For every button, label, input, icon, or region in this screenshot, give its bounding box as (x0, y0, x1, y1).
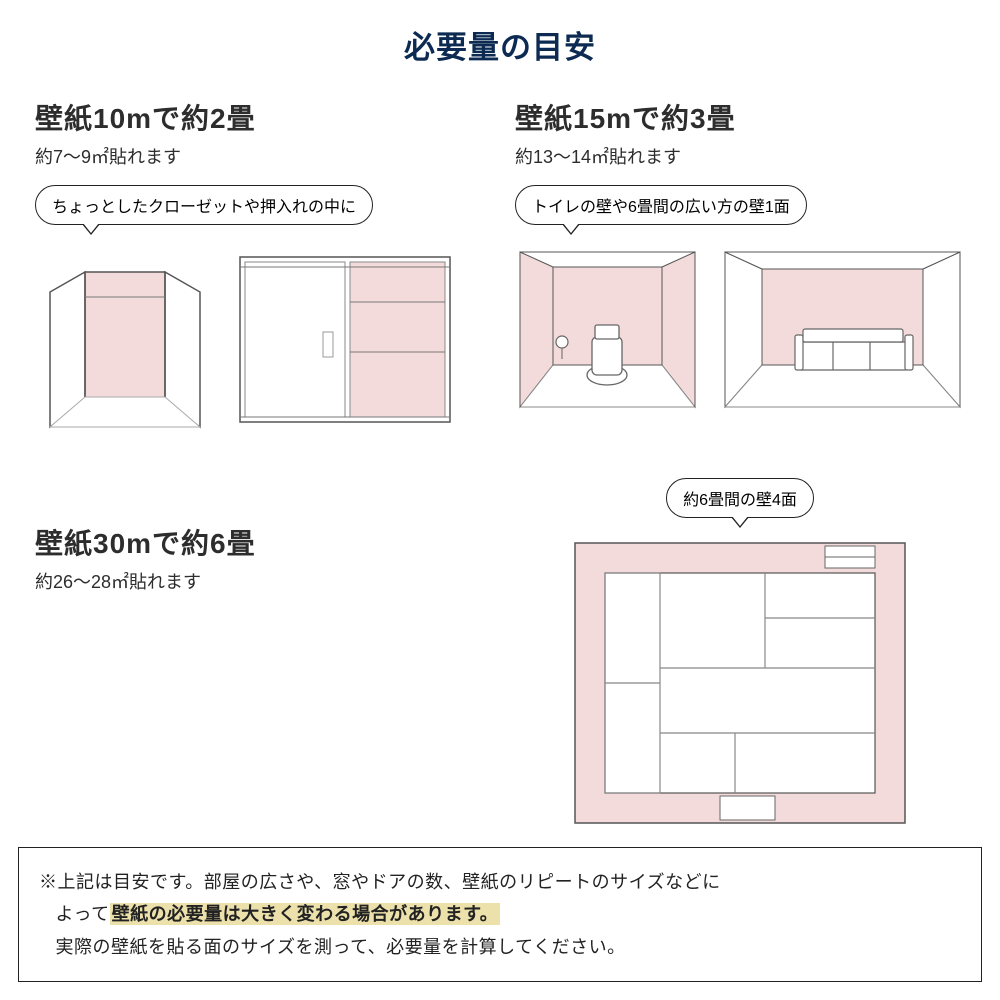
note-box: ※上記は目安です。部屋の広さや、窓やドアの数、壁紙のリピートのサイズなどに よっ… (18, 847, 982, 982)
note-line-1: ※上記は目安です。部屋の広さや、窓やドアの数、壁紙のリピートのサイズなどに (39, 866, 961, 898)
section-heading: 壁紙15mで約3畳 (515, 97, 965, 137)
illustration-row (515, 247, 965, 427)
speech-bubble: トイレの壁や6畳間の広い方の壁1面 (515, 185, 807, 225)
section-subtitle: 約7～9㎡貼れます (35, 143, 475, 169)
section-heading: 壁紙30mで約6畳 (35, 522, 475, 562)
closet-open-illustration (35, 252, 215, 432)
section-subtitle: 約13～14㎡貼れます (515, 143, 965, 169)
note-line-3-text: 実際の壁紙を貼る面のサイズを測って、必要量を計算してください。 (56, 937, 626, 957)
toilet-room-illustration (515, 247, 700, 427)
sections-grid: 壁紙10mで約2畳 約7～9㎡貼れます ちょっとしたクローゼットや押入れの中に (0, 67, 1000, 828)
speech-bubble: ちょっとしたクローゼットや押入れの中に (35, 185, 373, 225)
note-line-3: 実際の壁紙を貼る面のサイズを測って、必要量を計算してください。 (39, 931, 961, 963)
illustration-row (35, 247, 475, 432)
section-heading: 壁紙10mで約2畳 (35, 97, 475, 137)
note-line-2: よって壁紙の必要量は大きく変わる場合があります。 (39, 898, 961, 930)
section-10m: 壁紙10mで約2畳 約7～9㎡貼れます ちょっとしたクローゼットや押入れの中に (35, 97, 475, 432)
note-line-2-pre: よって (56, 904, 110, 924)
floorplan-block: 約6畳間の壁4面 (515, 462, 965, 828)
section-30m: 壁紙30mで約6畳 約26～28㎡貼れます (35, 462, 475, 828)
room-accent-wall-illustration (720, 247, 965, 427)
note-highlight: 壁紙の必要量は大きく変わる場合があります。 (110, 903, 501, 925)
section-15m: 壁紙15mで約3畳 約13～14㎡貼れます トイレの壁や6畳間の広い方の壁1面 (515, 97, 965, 432)
closet-sliding-illustration (235, 247, 455, 432)
speech-bubble: 約6畳間の壁4面 (666, 478, 814, 518)
page-title: 必要量の目安 (0, 0, 1000, 67)
floorplan-illustration (570, 538, 910, 828)
section-subtitle: 約26～28㎡貼れます (35, 568, 475, 594)
